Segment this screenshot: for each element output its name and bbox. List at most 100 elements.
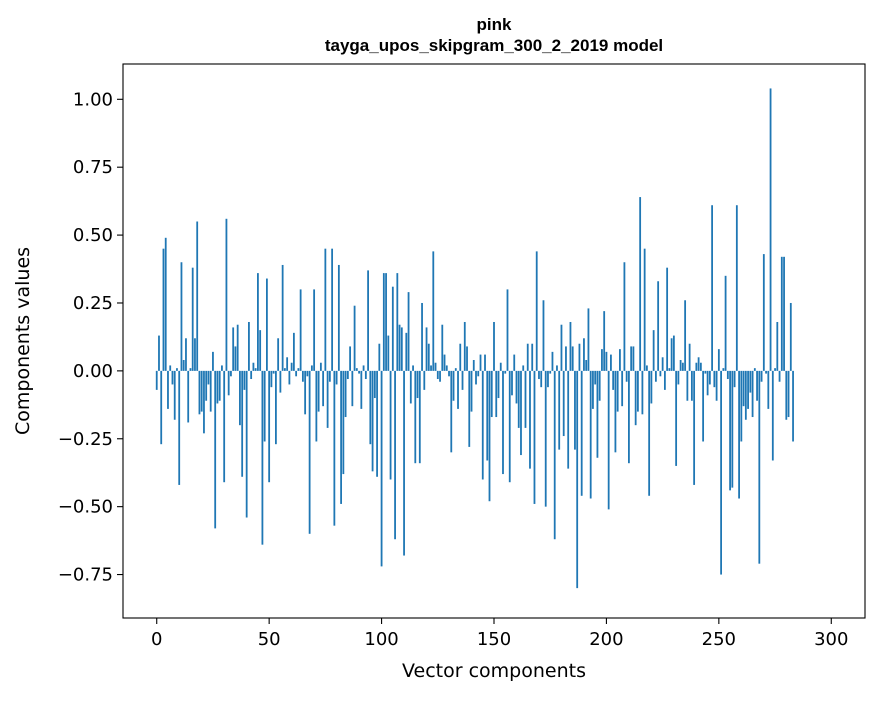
- bar: [263, 370, 266, 442]
- bar: [576, 370, 579, 589]
- bar: [697, 357, 700, 371]
- bar: [767, 370, 770, 409]
- bar: [468, 370, 471, 447]
- bar: [735, 205, 738, 371]
- bar: [373, 370, 376, 399]
- bar: [556, 365, 558, 371]
- bar: [385, 273, 387, 371]
- bar: [407, 292, 410, 371]
- bar: [704, 370, 707, 374]
- bar: [398, 324, 401, 371]
- bar: [702, 370, 705, 442]
- bar: [376, 370, 378, 477]
- bar: [621, 370, 624, 407]
- bar: [214, 370, 217, 529]
- bar: [551, 351, 554, 371]
- bar: [277, 338, 280, 371]
- x-tick-label: 0: [151, 629, 162, 650]
- bar: [661, 357, 664, 371]
- bar: [765, 370, 767, 374]
- bar: [789, 302, 792, 371]
- bar: [322, 370, 325, 407]
- bar: [308, 370, 311, 534]
- bar: [304, 370, 307, 415]
- bar: [751, 370, 754, 418]
- bar: [641, 370, 644, 415]
- bar: [787, 370, 790, 418]
- bar: [427, 343, 430, 371]
- bar: [232, 327, 235, 371]
- bar: [569, 321, 572, 371]
- bar: [470, 370, 473, 412]
- bar: [533, 370, 536, 504]
- bar: [315, 370, 318, 442]
- bar: [495, 370, 498, 418]
- bar: [257, 273, 259, 371]
- bar: [592, 370, 594, 409]
- bar: [333, 370, 336, 526]
- y-axis-label: Components values: [12, 247, 34, 435]
- bar: [589, 370, 592, 499]
- bar: [574, 370, 576, 450]
- y-tick-label: 0.50: [73, 225, 113, 246]
- bar: [351, 370, 354, 407]
- bar: [459, 343, 462, 371]
- bar: [162, 248, 165, 371]
- bar: [400, 327, 403, 371]
- bar: [236, 324, 239, 371]
- bar: [450, 370, 453, 453]
- y-tick-label: −0.50: [58, 497, 113, 518]
- y-tick-label: −0.75: [58, 565, 113, 586]
- bar: [378, 343, 381, 371]
- bar: [319, 362, 322, 371]
- bar: [499, 362, 502, 371]
- bar: [663, 370, 666, 390]
- bar: [731, 370, 734, 488]
- bar: [634, 370, 637, 426]
- bar: [670, 338, 673, 371]
- bar: [288, 370, 291, 385]
- bar: [457, 370, 459, 409]
- bar: [371, 370, 374, 472]
- bar: [738, 370, 740, 499]
- bar: [452, 370, 455, 401]
- bar: [720, 370, 722, 575]
- bar: [313, 289, 316, 371]
- bar: [612, 370, 615, 390]
- bar: [382, 273, 385, 371]
- bar: [243, 370, 246, 390]
- bar: [425, 327, 428, 371]
- bar: [191, 267, 194, 371]
- bar: [733, 370, 736, 388]
- bar: [367, 270, 369, 371]
- bar: [259, 330, 262, 371]
- bar: [196, 221, 199, 371]
- bar: [252, 362, 255, 371]
- bar: [628, 370, 630, 464]
- bar: [207, 370, 210, 385]
- bar: [695, 362, 698, 371]
- bar: [567, 370, 570, 469]
- bar: [155, 370, 158, 390]
- bar: [771, 370, 774, 461]
- bar: [297, 368, 300, 371]
- bar: [290, 362, 293, 371]
- bar: [434, 362, 437, 371]
- bar: [726, 370, 729, 380]
- bar: [742, 370, 745, 407]
- bar: [360, 370, 363, 409]
- bar: [391, 286, 394, 371]
- bar: [248, 321, 250, 371]
- bar: [549, 370, 552, 374]
- bar: [454, 368, 457, 371]
- bar: [176, 368, 178, 371]
- bar: [254, 368, 257, 371]
- bar: [603, 311, 606, 371]
- x-tick-label: 100: [364, 629, 398, 650]
- bar: [227, 370, 230, 396]
- bar: [387, 335, 390, 371]
- bar: [625, 370, 628, 382]
- bar: [436, 370, 439, 380]
- bar: [542, 300, 545, 371]
